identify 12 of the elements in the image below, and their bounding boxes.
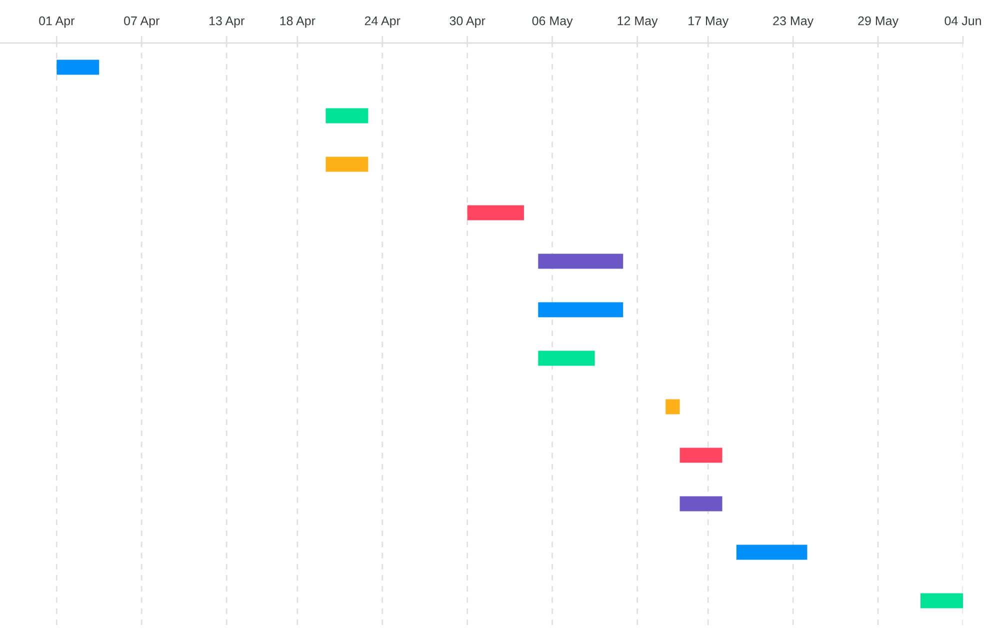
x-tick-label: 29 May [858, 16, 899, 28]
x-tick-label: 17 May [688, 16, 729, 28]
x-tick-label: 06 May [532, 16, 573, 28]
x-tick-label: 30 Apr [450, 16, 486, 28]
x-tick-label: 18 Apr [280, 16, 316, 28]
x-tick-label: 07 Apr [124, 16, 160, 28]
x-tick-label: 24 Apr [364, 16, 400, 28]
x-tick-label: 04 Jun [944, 16, 981, 26]
x-tick-label: 13 Apr [209, 16, 244, 28]
x-tick-label: 23 May [773, 16, 814, 28]
x-tick-label: 01 Apr [39, 16, 75, 28]
x-tick-label: 12 May [618, 16, 658, 28]
